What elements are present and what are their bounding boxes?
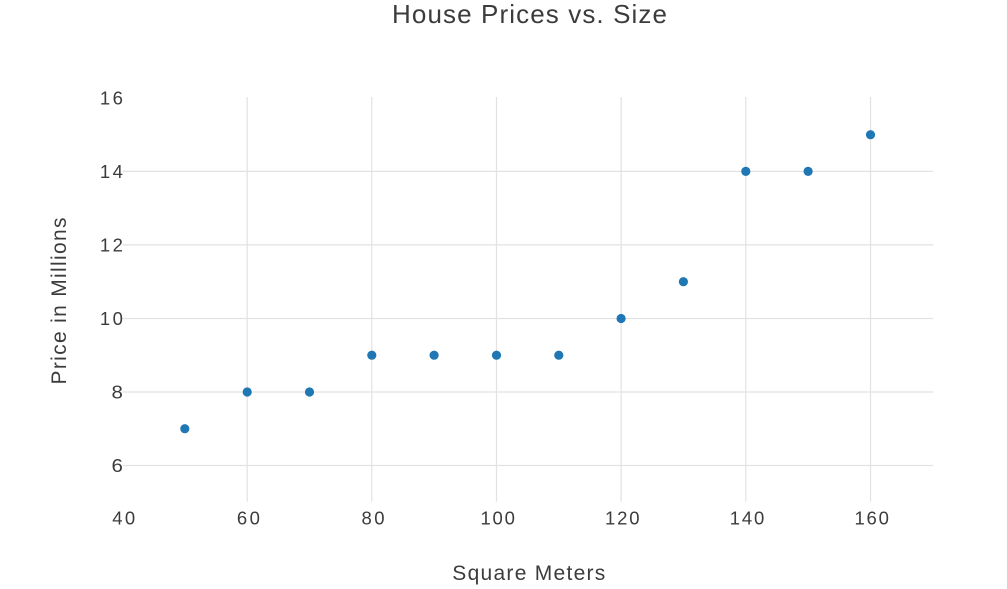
- svg-text:140: 140: [730, 507, 765, 528]
- svg-text:120: 120: [605, 507, 640, 528]
- svg-text:100: 100: [480, 507, 515, 528]
- svg-text:House Prices vs. Size: House Prices vs. Size: [392, 0, 667, 29]
- svg-text:Price in Millions: Price in Millions: [48, 218, 71, 385]
- svg-text:160: 160: [854, 507, 889, 528]
- svg-text:Square Meters: Square Meters: [452, 562, 605, 585]
- svg-text:6: 6: [112, 455, 123, 476]
- svg-text:8: 8: [112, 382, 123, 403]
